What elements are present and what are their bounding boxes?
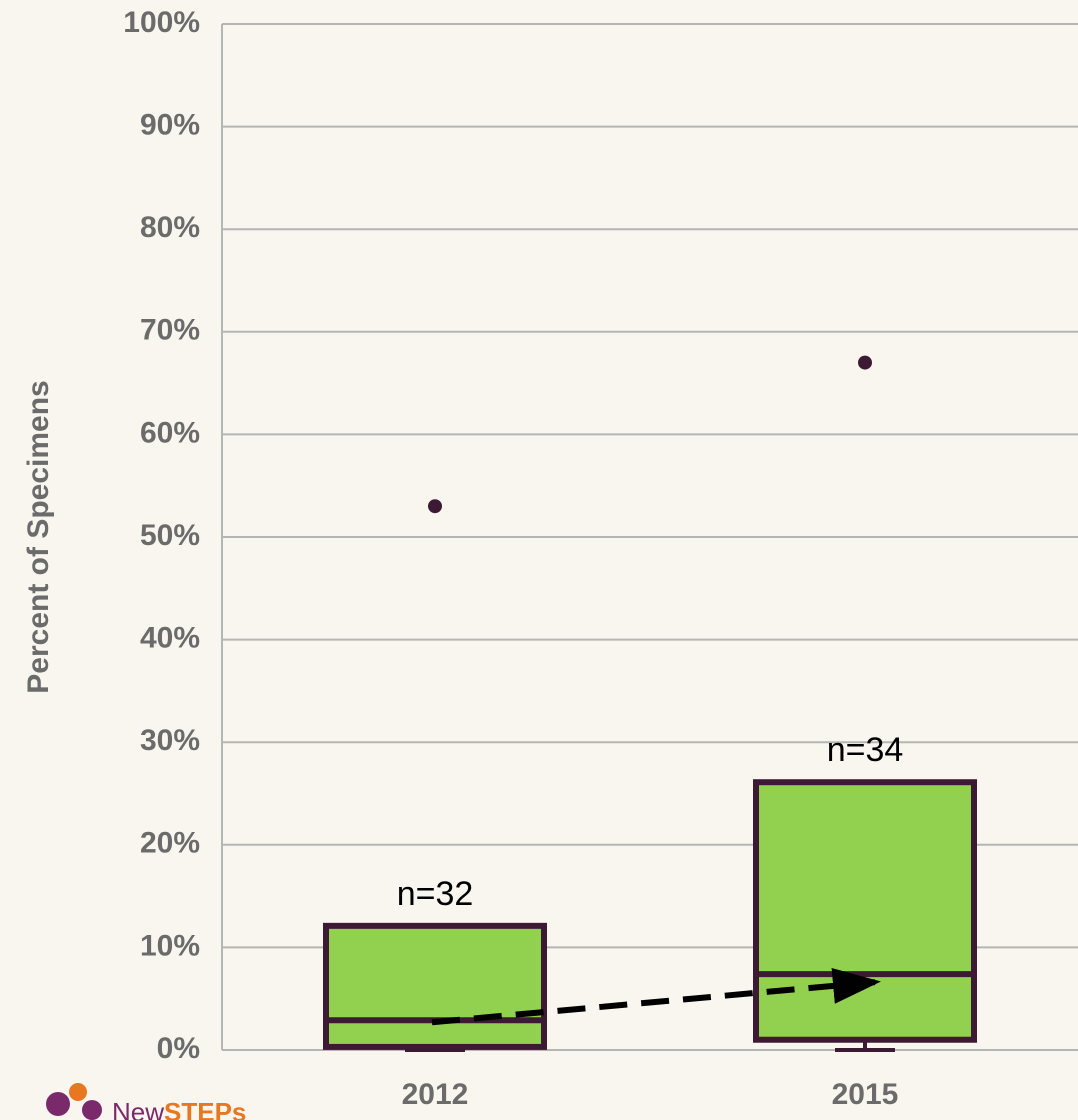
outlier [428,499,442,514]
y-tick-label: 70% [140,314,200,347]
y-tick-label: 40% [140,622,200,655]
annotation: n=32 [397,875,474,913]
outlier [858,355,872,370]
x-tick-label: 2012 [402,1078,469,1111]
y-tick-label: 20% [140,827,200,860]
annotation: n=34 [827,731,904,769]
y-tick-label: 10% [140,929,200,962]
box [323,922,547,1050]
logo-text: NewSTEPs [112,1097,246,1120]
logo-icon [46,1092,70,1116]
y-tick-label: 90% [140,109,200,142]
trend-arrow [431,967,881,1026]
y-tick-label: 50% [140,519,200,552]
logo-part: STEPs [164,1097,246,1120]
logo-icon [82,1100,102,1120]
logo: NewSTEPs [46,1083,246,1120]
y-tick-label: 60% [140,416,200,449]
y-tick-label: 0% [157,1032,200,1065]
y-tick-label: 100% [123,6,200,39]
y-tick-label: 80% [140,211,200,244]
y-tick-label: 30% [140,724,200,757]
x-tick-label: 2015 [832,1078,899,1111]
box [753,779,977,1043]
logo-part: New [112,1097,164,1120]
y-axis-label: Percent of Specimens [22,380,55,693]
logo-icon [69,1083,87,1101]
